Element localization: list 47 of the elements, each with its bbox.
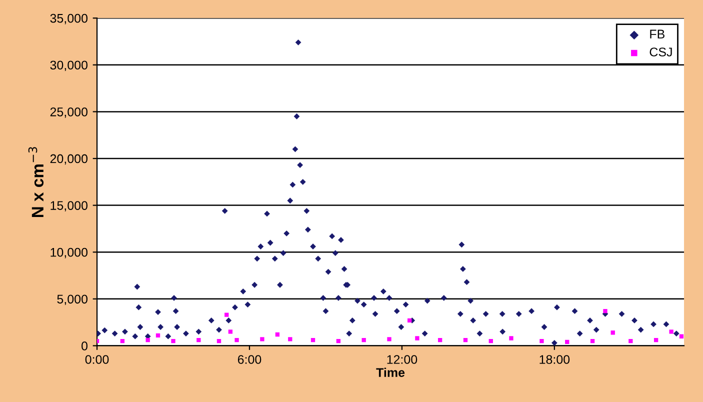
y-tick-label: 0 [82,342,88,350]
point [590,338,595,344]
point [679,334,684,338]
y-tick-label: 5,000 [57,294,88,306]
point [488,338,493,344]
point [387,337,392,342]
point [407,318,412,323]
point [610,330,615,335]
point [275,332,280,337]
x-tick-label: 12:00 [387,355,418,364]
point [120,338,125,344]
y-tick-label: 10,000 [50,248,88,258]
point [336,338,341,344]
x-axis-title: Time [376,368,405,377]
point [260,337,264,342]
y-tick-label: 35,000 [50,14,88,24]
point [438,338,442,342]
point [669,330,674,334]
point [156,333,160,338]
point [171,338,176,344]
point [565,340,570,344]
point [196,338,201,342]
y-tick-label: 20,000 [50,154,88,165]
x-tick-label: 0:00 [85,355,109,364]
y-tick-label: 30,000 [50,60,88,72]
point [310,338,316,342]
point [234,338,239,342]
point [146,338,150,342]
point [540,338,544,344]
point [654,338,658,342]
point [224,312,229,317]
point [415,336,420,340]
point [288,337,292,342]
x-tick-label: 6:00 [238,355,262,364]
point [362,338,366,342]
y-axis-title: N x cm$^{−3}$ [28,147,44,218]
y-tick-label: 25,000 [50,108,88,118]
point [216,338,222,344]
point [509,336,514,340]
point [628,338,633,344]
legend-label: FB [650,30,664,38]
point [228,330,233,334]
y-tick-label: 15,000 [50,201,88,212]
point [463,338,468,342]
x-tick-label: 18:00 [540,355,570,364]
legend-label: CSJ [650,48,672,56]
point [603,309,608,314]
